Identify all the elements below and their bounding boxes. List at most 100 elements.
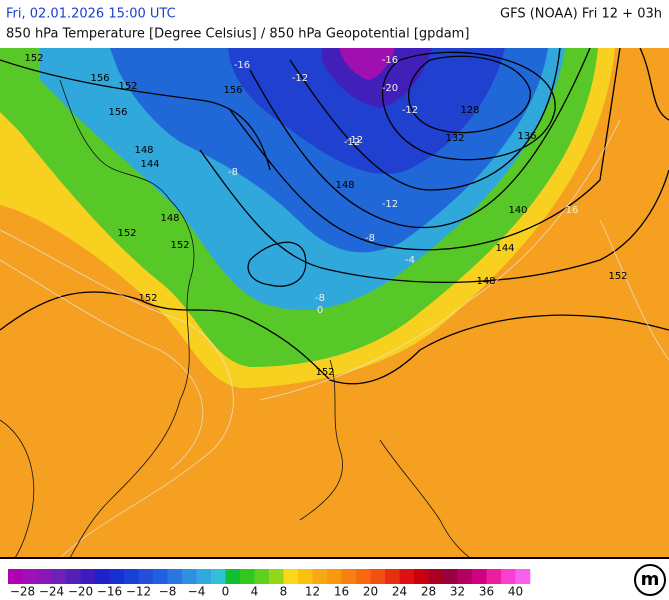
temperature-label: -8 xyxy=(365,233,375,244)
temperature-contours xyxy=(0,119,669,559)
colorbar-swatch xyxy=(196,569,212,584)
geopotential-label: 156 xyxy=(90,73,109,84)
colorbar-swatch xyxy=(109,569,125,584)
colorbar-label: −12 xyxy=(126,585,151,599)
geopotential-label: 148 xyxy=(476,276,495,287)
geopotential-label: 136 xyxy=(517,131,536,142)
colorbar-swatch xyxy=(341,569,357,584)
geopotential-label: 152 xyxy=(315,367,334,378)
coastlines xyxy=(0,79,471,559)
geopotential-label: 148 xyxy=(335,180,354,191)
colorbar-swatch xyxy=(124,569,139,584)
colorbar-label: 36 xyxy=(479,585,494,599)
colorbar-swatch xyxy=(428,569,444,584)
geopotential-contours xyxy=(0,47,669,385)
temperature-label: -8 xyxy=(228,167,238,178)
temperature-label: -4 xyxy=(405,255,415,266)
colorbar-swatch xyxy=(95,569,110,584)
temperature-label: -16 xyxy=(234,60,250,71)
temperature-label: -12 xyxy=(347,135,363,146)
geopotential-label: 144 xyxy=(495,243,514,254)
map-border xyxy=(0,557,669,559)
geopotential-labels: 152 156 156 152 156 144 148 152 152 148 136 132 128 1… xyxy=(24,53,627,378)
geopotential-label: 152 xyxy=(608,271,627,282)
colorbar-swatch xyxy=(312,569,328,584)
geopotential-label: 148 xyxy=(134,145,153,156)
geopotential-label: 152 xyxy=(170,240,189,251)
temperature-label: -20 xyxy=(382,83,398,94)
temperature-label: -12 xyxy=(402,105,418,116)
geopotential-label: 128 xyxy=(460,105,479,116)
colorbar-swatch xyxy=(182,569,197,584)
colorbar-label: 8 xyxy=(280,585,288,599)
colorbar-label: 4 xyxy=(251,585,259,599)
colorbar-swatch xyxy=(327,569,342,584)
temperature-label: -12 xyxy=(292,73,308,84)
map: 152 156 156 152 156 144 148 152 152 148 136 132 128 1… xyxy=(0,47,669,559)
geopotential-label: 152 xyxy=(118,81,137,92)
colorbar-label: 24 xyxy=(392,585,407,599)
colorbar-label: 40 xyxy=(508,585,523,599)
colorbar-swatch xyxy=(167,569,183,584)
temperature-label: -16 xyxy=(382,55,398,66)
colorbar-label: −24 xyxy=(39,585,64,599)
geopotential-label: 152 xyxy=(138,293,157,304)
colorbar-swatch xyxy=(457,569,473,584)
geopotential-label: 152 xyxy=(117,228,136,239)
colorbar-swatch xyxy=(225,569,241,584)
colorbar-swatch xyxy=(399,569,415,584)
temp-darkblue xyxy=(228,48,505,174)
temperature-labels: -16-12-8-12-8-16-12-20-12-80-416-12 xyxy=(228,55,578,316)
temperature-label: -8 xyxy=(315,293,325,304)
colorbar-swatch xyxy=(269,569,284,584)
colorbar-swatch xyxy=(414,569,429,584)
geopotential-label: 144 xyxy=(140,159,159,170)
header-bg xyxy=(0,0,669,48)
colorbar-swatch xyxy=(153,569,168,584)
colorbar-swatch xyxy=(22,569,38,584)
colorbar-swatch xyxy=(66,569,81,584)
logo-text: m xyxy=(641,569,660,590)
colorbar: −28 −24 −20 −16 −12 −8 −4 0 4 8 12 16 20 24 28 32 36 40 xyxy=(8,569,531,599)
model-run: GFS (NOAA) Fri 12 + 03h xyxy=(500,7,662,22)
geopotential-label: 152 xyxy=(24,53,43,64)
logo xyxy=(634,564,666,596)
colorbar-label: 20 xyxy=(363,585,378,599)
colorbar-label: −4 xyxy=(188,585,206,599)
colorbar-label: 28 xyxy=(421,585,436,599)
temp-magenta xyxy=(340,48,395,80)
colorbar-swatch xyxy=(51,569,67,584)
temperature-label: 16 xyxy=(566,205,579,216)
geopotential-label: 140 xyxy=(508,205,527,216)
colorbar-swatch xyxy=(515,569,531,584)
geopotential-label: 148 xyxy=(160,213,179,224)
geopotential-label: 156 xyxy=(223,85,242,96)
colorbar-swatch xyxy=(385,569,400,584)
colorbar-swatch xyxy=(472,569,487,584)
temperature-label: -12 xyxy=(344,137,360,148)
geopotential-label: 156 xyxy=(108,107,127,118)
colorbar-label: 0 xyxy=(222,585,230,599)
colorbar-label: −8 xyxy=(159,585,177,599)
colorbar-swatch xyxy=(356,569,371,584)
colorbar-swatch xyxy=(501,569,516,584)
colorbar-swatch xyxy=(486,569,502,584)
temperature-label: -12 xyxy=(382,199,398,210)
colorbar-swatch xyxy=(240,569,255,584)
colorbar-swatch xyxy=(283,569,299,584)
colorbar-swatch xyxy=(8,569,23,584)
datetime: Fri, 02.01.2026 15:00 UTC xyxy=(6,7,176,22)
colorbar-label: −16 xyxy=(97,585,122,599)
colorbar-swatch xyxy=(298,569,313,584)
colorbar-swatch xyxy=(211,569,226,584)
colorbar-label: −28 xyxy=(10,585,35,599)
colorbar-swatch xyxy=(370,569,386,584)
colorbar-label: 32 xyxy=(450,585,465,599)
subtitle: 850 hPa Temperature [Degree Celsius] / 8… xyxy=(6,27,469,42)
colorbar-label: 12 xyxy=(305,585,320,599)
colorbar-swatch xyxy=(37,569,52,584)
colorbar-swatch xyxy=(138,569,154,584)
temperature-label: 0 xyxy=(317,305,323,316)
